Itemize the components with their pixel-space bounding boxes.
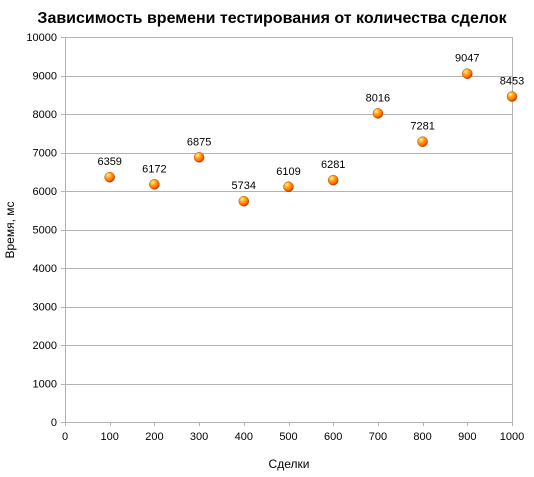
data-point (149, 179, 160, 190)
data-label: 7281 (410, 121, 434, 133)
y-tick-label: 0 (51, 417, 57, 429)
y-tick-label: 10000 (26, 32, 57, 44)
y-tick-label: 8000 (33, 109, 57, 121)
data-label: 6109 (276, 166, 300, 178)
y-tick-label: 7000 (33, 148, 57, 160)
data-label: 8453 (500, 76, 524, 88)
y-tick-label: 1000 (33, 379, 57, 391)
data-label: 8016 (366, 92, 390, 104)
data-label: 6281 (321, 159, 345, 171)
x-tick-label: 100 (101, 431, 119, 443)
data-label: 6172 (142, 163, 166, 175)
x-tick-label: 1000 (500, 431, 524, 443)
data-label: 9047 (455, 53, 479, 65)
x-tick-labels: 0 100 200 300 400 500 600 700 800 900 1000 (62, 431, 524, 443)
x-tick-label: 300 (190, 431, 208, 443)
data-point (283, 181, 294, 193)
data-point (462, 68, 473, 79)
data-point (238, 195, 250, 207)
data-label: 6875 (187, 136, 211, 148)
data-point (104, 171, 115, 183)
x-axis-label: Сделки (269, 457, 310, 471)
data-point (372, 108, 384, 119)
data-label: 6359 (97, 156, 121, 168)
grid-lines (61, 37, 513, 426)
x-tick-label: 800 (413, 431, 431, 443)
data-point (327, 174, 339, 186)
x-tick-label: 200 (145, 431, 163, 443)
y-tick-labels: 0 1000 2000 3000 4000 5000 6000 7000 8000 9000 100… (26, 32, 57, 429)
data-point (417, 136, 428, 147)
y-tick-label: 4000 (33, 263, 57, 275)
y-tick-label: 9000 (33, 71, 57, 83)
chart-title: Зависимость времени тестирования от коли… (37, 10, 507, 27)
data-point (506, 91, 518, 102)
x-tick-label: 0 (62, 431, 68, 443)
x-tick-label: 600 (324, 431, 342, 443)
x-tick-label: 400 (235, 431, 253, 443)
x-tick-label: 700 (369, 431, 387, 443)
data-label: 5734 (232, 180, 256, 192)
y-tick-label: 3000 (33, 302, 57, 314)
data-points: 6359 6172 6875 5734 6109 6281 8016 7281 9047 8453 (97, 53, 524, 207)
y-axis-label: Время, мс (3, 201, 17, 258)
data-point (193, 152, 205, 163)
x-tick-label: 900 (458, 431, 476, 443)
x-tick-label: 500 (279, 431, 297, 443)
y-tick-label: 5000 (33, 225, 57, 237)
y-tick-label: 6000 (33, 186, 57, 198)
y-tick-label: 2000 (33, 340, 57, 352)
